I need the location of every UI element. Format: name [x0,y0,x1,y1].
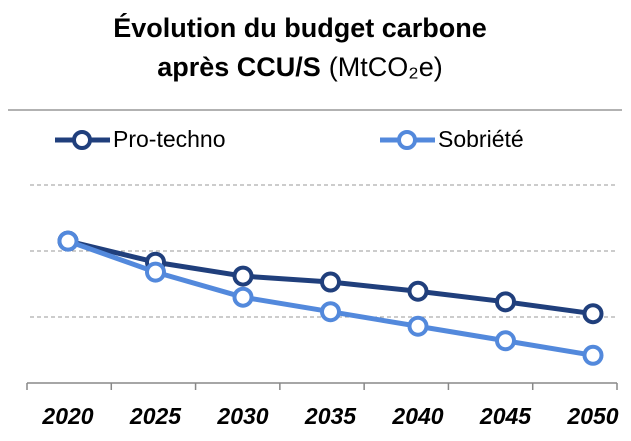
data-point [145,261,166,283]
x-tick-label: 2050 [566,403,618,429]
data-point [407,280,429,302]
data-point [582,303,604,325]
x-tick-label: 2020 [41,403,93,429]
chart-subtitle: après CCU/S (MtCO₂e) [157,52,443,82]
x-tick-label: 2025 [129,403,182,429]
data-point [232,265,254,287]
chart-title: Évolution du budget carbone [113,12,487,43]
data-point [582,344,604,366]
legend-marker [397,130,417,150]
legend-marker [72,130,92,150]
x-tick-label: 2035 [304,403,357,429]
data-point [232,286,254,308]
data-point [495,330,516,352]
x-tick-label: 2030 [216,403,268,429]
x-tick-label: 2040 [391,403,443,429]
data-point [320,271,341,293]
legend-label: Sobriété [438,126,524,152]
legend-label: Pro-techno [113,126,226,152]
data-point [407,315,429,337]
data-point [57,230,79,252]
unit: (MtCO₂e) [329,52,443,82]
x-tick-label: 2045 [479,403,532,429]
subtitle: après CCU/S [157,52,321,82]
data-point [320,301,341,323]
data-point [495,291,516,313]
